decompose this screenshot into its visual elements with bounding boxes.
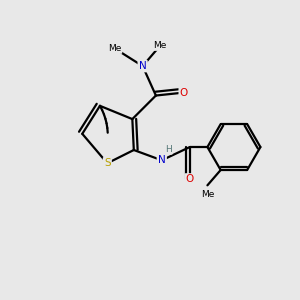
- Text: O: O: [180, 88, 188, 98]
- Text: Me: Me: [201, 190, 214, 199]
- Text: Me: Me: [154, 41, 167, 50]
- Text: Me: Me: [108, 44, 122, 53]
- Text: N: N: [139, 61, 146, 71]
- Text: O: O: [186, 174, 194, 184]
- Text: N: N: [158, 155, 166, 165]
- Text: H: H: [165, 145, 172, 154]
- Text: S: S: [104, 158, 111, 168]
